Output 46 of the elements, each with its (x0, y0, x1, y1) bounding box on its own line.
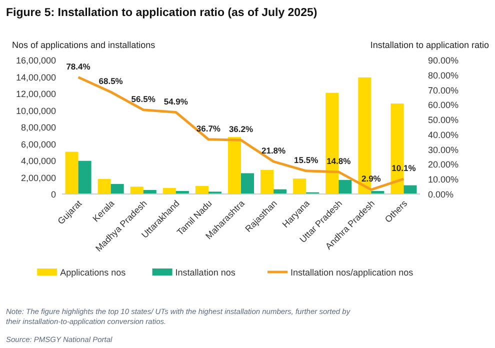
bar (195, 186, 208, 194)
y2-tick-label: 40.00% (428, 130, 459, 140)
bar (260, 170, 274, 194)
legend-label: Applications nos (60, 268, 126, 278)
y2-tick-label: 10.00% (428, 174, 459, 185)
data-label: 15.5% (294, 154, 319, 165)
bar (78, 160, 92, 194)
chart-title: Figure 5: Installation to application ratio (as of July 2025) (6, 7, 318, 19)
bar (293, 178, 306, 194)
y2-tick-label: 90.00% (428, 56, 459, 66)
y-axis-title: Nos of applications and installations (12, 40, 156, 50)
data-label: 21.8% (261, 146, 286, 156)
bar (404, 185, 417, 194)
data-label: 78.4% (66, 61, 91, 72)
y-tick-label: 8,00,000 (20, 122, 56, 132)
data-label: 56.5% (131, 94, 156, 104)
data-label: 54.9% (164, 96, 188, 106)
y2-tick-label: 30.00% (428, 144, 459, 155)
y-tick-label: 10,00,000 (16, 106, 56, 116)
legend-label: Installation nos (175, 268, 236, 278)
bar (228, 137, 241, 194)
y-tick-label: 14,00,000 (16, 72, 56, 82)
y-tick-label: 2,00,000 (20, 172, 56, 183)
bar (65, 152, 78, 194)
bar (241, 173, 254, 194)
legend-label: Installation nos/application nos (290, 268, 414, 278)
y2-tick-label: 20.00% (428, 160, 459, 170)
data-label: 36.2% (228, 124, 254, 134)
y2-tick-label: 0.00% (428, 190, 454, 200)
y2-tick-label: 60.00% (428, 100, 459, 110)
bar (162, 188, 176, 194)
y2-tick-label: 50.00% (428, 115, 459, 126)
y2-axis-title: Installation to application ratio (370, 40, 489, 50)
data-label: 68.5% (98, 76, 124, 86)
bar (98, 178, 111, 194)
y2-tick-label: 70.00% (428, 85, 459, 96)
bar (110, 184, 124, 194)
y-tick-label: 0 (50, 190, 56, 200)
y2-tick-label: 80.00% (428, 70, 459, 80)
bar (130, 186, 144, 194)
bar (338, 180, 352, 194)
y-tick-label: 16,00,000 (16, 56, 56, 66)
y-tick-label: 6,00,000 (20, 139, 56, 150)
data-label: 36.7% (196, 123, 221, 134)
y-tick-label: 4,00,000 (20, 156, 56, 166)
y-tick-label: 12,00,000 (16, 89, 56, 99)
